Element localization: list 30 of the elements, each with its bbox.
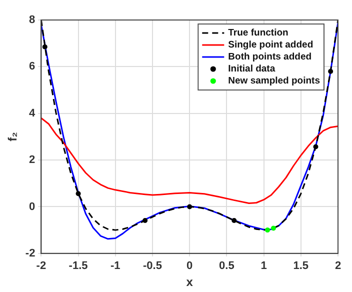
- x-tick-label: -1.5: [68, 260, 88, 272]
- legend-label: Single point added: [228, 40, 314, 51]
- x-axis-title: x: [186, 275, 194, 290]
- point: [265, 228, 270, 233]
- x-tick-label: 0.5: [219, 260, 234, 272]
- x-tick-label: 1.5: [293, 260, 309, 272]
- x-tick-label: -0.5: [143, 260, 162, 272]
- x-tick-label: 1: [260, 260, 267, 272]
- x-tick-label: -1: [110, 260, 120, 272]
- point: [270, 226, 276, 231]
- legend-label: Both points added: [228, 52, 312, 63]
- y-tick-label: 4: [29, 107, 36, 120]
- y-axis-title: f₂: [6, 132, 20, 142]
- legend-label: True function: [228, 28, 289, 39]
- point: [42, 44, 48, 50]
- y-tick-label: 8: [29, 14, 36, 26]
- point: [232, 218, 237, 223]
- x-tick-label: 2: [334, 260, 342, 272]
- legend-label: Initial data: [228, 64, 276, 75]
- y-tick-label: 2: [29, 154, 36, 166]
- y-tick-label: 6: [29, 60, 36, 73]
- point: [313, 144, 318, 150]
- point: [328, 68, 334, 74]
- point: [187, 204, 192, 210]
- point: [142, 218, 148, 223]
- point: [76, 191, 81, 196]
- y-tick-label: 0: [29, 200, 36, 213]
- x-tick-label: 0: [186, 260, 193, 272]
- legend-label: New sampled points: [228, 76, 320, 87]
- y-tick-label: -2: [25, 247, 36, 260]
